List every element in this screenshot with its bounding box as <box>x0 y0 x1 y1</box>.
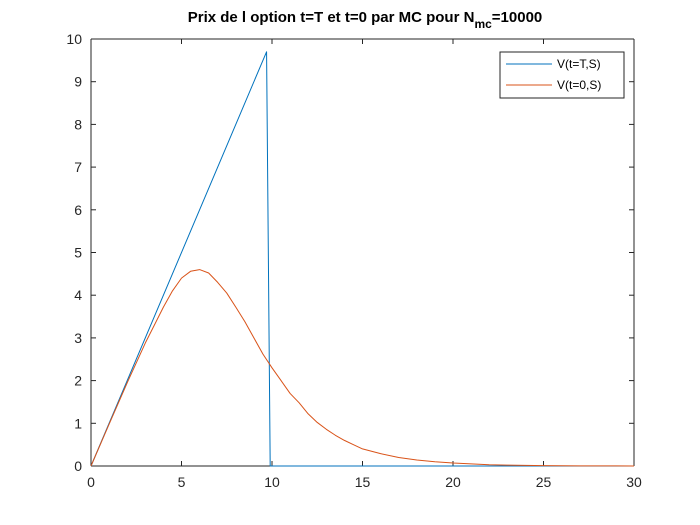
chart-title-suffix: =10000 <box>492 9 542 26</box>
y-tick-label: 10 <box>66 31 82 47</box>
x-tick-label: 20 <box>445 474 461 490</box>
x-tick-label: 25 <box>536 474 552 490</box>
legend-box <box>499 51 625 99</box>
y-tick-label: 2 <box>74 373 82 389</box>
y-tick-label: 1 <box>74 415 82 431</box>
axes: 0 5 10 15 20 25 30 0 1 2 3 4 5 6 7 8 9 10 <box>66 31 642 490</box>
y-tick-label: 4 <box>74 287 82 303</box>
y-tick-label: 3 <box>74 330 82 346</box>
plot-area <box>91 39 634 466</box>
y-tick-label: 9 <box>74 74 82 90</box>
y-tick-label: 7 <box>74 159 82 175</box>
y-tick-label: 8 <box>74 116 82 132</box>
legend-label-2: V(t=0,S) <box>557 78 601 92</box>
y-tick-label: 6 <box>74 202 82 218</box>
y-tick-label: 0 <box>74 458 82 474</box>
legend: V(t=T,S) V(t=0,S) <box>499 51 625 99</box>
x-tick-label: 30 <box>626 474 642 490</box>
chart-title-subscript: mc <box>474 17 492 31</box>
y-tick-label: 5 <box>74 245 82 261</box>
legend-label-1: V(t=T,S) <box>557 57 601 71</box>
x-tick-label: 5 <box>178 474 186 490</box>
chart-title: Prix de l option t=T et t=0 par MC pour … <box>188 9 543 31</box>
series-line-1 <box>90 51 634 467</box>
x-tick-label: 15 <box>355 474 371 490</box>
series-line-2 <box>90 269 635 467</box>
x-tick-label: 0 <box>87 474 95 490</box>
chart-title-main: Prix de l option t=T et t=0 par MC pour … <box>188 9 475 26</box>
series-lines <box>90 51 635 467</box>
x-tick-label: 10 <box>264 474 280 490</box>
